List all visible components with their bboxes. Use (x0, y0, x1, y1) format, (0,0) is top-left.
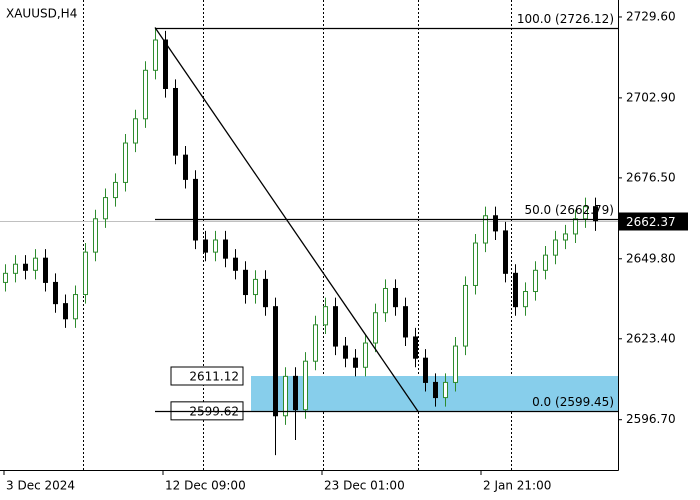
candle-body (573, 218, 578, 235)
candle-body (293, 375, 298, 411)
candle-body (123, 142, 128, 183)
candle-body (3, 272, 8, 283)
candle-body (113, 181, 118, 199)
candle-body (493, 215, 498, 232)
candles (3, 27, 598, 456)
fib-trendline (154, 27, 419, 412)
candle-body (563, 233, 568, 241)
candle-body (273, 306, 278, 417)
candle-body (423, 357, 428, 383)
x-tick-label: 23 Dec 01:00 (324, 479, 405, 493)
y-tick-label: 2702.90 (626, 90, 676, 104)
candle-body (153, 39, 158, 71)
candle-body (513, 272, 518, 308)
fib-label: 0.0 (2599.45) (532, 395, 614, 409)
candle-body (133, 118, 138, 144)
y-tick-label: 2676.50 (626, 170, 676, 184)
candle-body (323, 306, 328, 326)
candle-body (223, 239, 228, 259)
candle-body (333, 306, 338, 347)
price-tag (618, 212, 688, 231)
candle-body (163, 39, 168, 89)
y-tick-label: 2649.80 (626, 251, 676, 265)
candle-body (453, 345, 458, 383)
candle-body (183, 154, 188, 180)
candle-body (63, 303, 68, 320)
candle-body (353, 357, 358, 368)
candle-body (303, 360, 308, 411)
fib-label: 50.0 (2662.79) (524, 203, 614, 217)
candle-body (363, 342, 368, 368)
candle-body (283, 375, 288, 417)
zone-bottom-label-box (170, 401, 244, 421)
y-tick-label: 2623.40 (626, 331, 676, 345)
candle-body (533, 269, 538, 293)
candle-body (583, 206, 588, 220)
candle-body (83, 251, 88, 296)
candle-body (463, 284, 468, 347)
candle-body (213, 239, 218, 253)
candle-body (403, 306, 408, 338)
candle-body (383, 287, 388, 314)
candle-body (203, 239, 208, 253)
candle-body (553, 239, 558, 256)
candle-body (313, 324, 318, 362)
candle-body (13, 263, 18, 274)
candle-body (413, 336, 418, 359)
chart-title: XAUUSD,H4 (6, 7, 77, 21)
y-tick-label: 2729.60 (626, 9, 676, 23)
fib-label: 100.0 (2726.12) (517, 12, 614, 26)
candle-body (143, 69, 148, 120)
candle-body (443, 381, 448, 399)
x-tick-label: 2 Jan 21:00 (483, 479, 551, 493)
zone-top-label-box (170, 366, 244, 386)
candle-body (53, 281, 58, 305)
candle-body (43, 257, 48, 283)
candle-body (593, 206, 598, 222)
candle-body (473, 242, 478, 286)
candle-body (483, 215, 488, 244)
candle-body (233, 257, 238, 271)
candle-body (173, 87, 178, 156)
zone-top-label: 2611.12 (189, 370, 239, 384)
x-tick-label: 12 Dec 09:00 (165, 479, 246, 493)
candle-body (193, 178, 198, 241)
candle-body (23, 263, 28, 271)
grid (0, 0, 618, 470)
candle-body (343, 345, 348, 359)
y-tick-label: 2596.70 (626, 412, 676, 426)
candle-body (243, 269, 248, 296)
candle-body (503, 230, 508, 274)
candle-body (103, 197, 108, 220)
x-tick-label: 3 Dec 2024 (6, 479, 75, 493)
candle-body (393, 287, 398, 308)
candle-body (523, 291, 528, 308)
price-tag-label: 2662.37 (626, 215, 676, 229)
candle-body (33, 257, 38, 271)
candle-body (73, 294, 78, 320)
candle-body (93, 218, 98, 253)
candle-body (543, 254, 548, 271)
candle-body (253, 278, 258, 296)
candle-body (373, 312, 378, 344)
candle-body (433, 381, 438, 399)
candle-body (263, 278, 268, 308)
